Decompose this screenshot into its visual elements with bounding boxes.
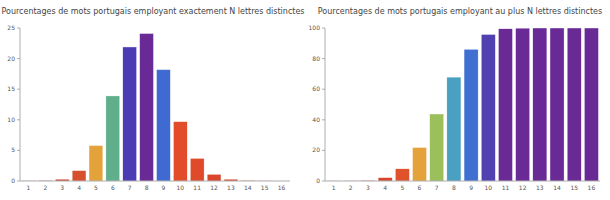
y-tick <box>322 181 325 182</box>
bar <box>412 147 426 181</box>
x-tick-label: 15 <box>570 184 578 191</box>
y-tick-label: 0 <box>11 177 15 184</box>
bar <box>430 114 444 181</box>
bars <box>22 34 289 181</box>
x-tick-label: 11 <box>502 184 510 191</box>
chart: Pourcentages de mots portugais employant… <box>309 7 603 191</box>
bar <box>567 28 581 181</box>
x-tick-label: 12 <box>519 184 527 191</box>
x-tick-label: 4 <box>77 184 81 191</box>
x-tick-label: 8 <box>145 184 149 191</box>
chart: Pourcentages de mots portugais employant… <box>1 7 304 191</box>
x-tick-label: 16 <box>278 184 286 191</box>
y-tick <box>17 58 20 59</box>
y-tick <box>17 150 20 151</box>
y-tick-label: 10 <box>7 116 15 123</box>
bar <box>395 169 409 181</box>
y-tick-label: 15 <box>7 85 15 92</box>
x-tick-label: 10 <box>484 184 492 191</box>
bar <box>550 28 564 181</box>
x-tick-label: 9 <box>162 184 166 191</box>
bar <box>89 146 103 181</box>
title: Pourcentages de mots portugais employant… <box>1 7 304 16</box>
x-tick-label: 3 <box>366 184 370 191</box>
x-tick-label: 12 <box>210 184 218 191</box>
bar <box>190 158 204 181</box>
y-tick-label: 100 <box>309 24 321 31</box>
x-tick-label: 14 <box>553 184 561 191</box>
x-tick-label: 8 <box>452 184 456 191</box>
x-axis <box>325 181 600 182</box>
x-tick-label: 10 <box>176 184 184 191</box>
x-tick-label: 13 <box>227 184 235 191</box>
bar <box>516 28 530 181</box>
title: Pourcentages de mots portugais employant… <box>318 7 602 16</box>
x-tick-label: 5 <box>400 184 404 191</box>
y-tick-label: 0 <box>316 177 320 184</box>
x-tick-label: 2 <box>43 184 47 191</box>
y-tick-label: 5 <box>11 146 15 153</box>
x-tick-label: 2 <box>349 184 353 191</box>
y-tick-label: 60 <box>312 85 320 92</box>
y-tick <box>322 58 325 59</box>
y-axis <box>325 28 326 181</box>
x-tick-label: 3 <box>60 184 64 191</box>
x-tick-label: 7 <box>128 184 132 191</box>
x-tick-label: 11 <box>193 184 201 191</box>
bars <box>327 28 599 181</box>
y-tick <box>322 28 325 29</box>
y-tick-label: 25 <box>7 24 15 31</box>
x-axis <box>20 181 290 182</box>
bar <box>378 178 392 181</box>
bar <box>157 70 171 181</box>
y-tick-label: 40 <box>312 116 320 123</box>
bar <box>207 174 221 181</box>
x-tick-label: 16 <box>588 184 596 191</box>
x-tick-label: 4 <box>383 184 387 191</box>
y-tick <box>322 150 325 151</box>
bar <box>447 77 461 181</box>
x-tick-label: 15 <box>261 184 269 191</box>
bar <box>140 34 154 181</box>
x-tick-label: 14 <box>244 184 252 191</box>
x-tick-label: 9 <box>469 184 473 191</box>
bar <box>481 34 495 181</box>
y-tick-label: 20 <box>7 55 15 62</box>
bar <box>106 96 120 181</box>
y-tick <box>322 119 325 120</box>
x-tick-label: 6 <box>111 184 115 191</box>
bar <box>123 47 137 181</box>
y-tick <box>17 28 20 29</box>
y-tick <box>322 89 325 90</box>
bar <box>533 28 547 181</box>
bar <box>72 171 86 181</box>
bar <box>584 28 598 181</box>
y-tick-label: 20 <box>312 146 320 153</box>
x-tick-label: 5 <box>94 184 98 191</box>
figure: Pourcentages de mots portugais employant… <box>0 0 610 200</box>
bar <box>464 49 478 181</box>
x-tick-label: 6 <box>418 184 422 191</box>
x-tick-label: 7 <box>435 184 439 191</box>
y-tick-label: 80 <box>312 55 320 62</box>
y-tick <box>17 119 20 120</box>
y-tick <box>17 181 20 182</box>
y-tick <box>17 89 20 90</box>
x-tick-label: 1 <box>27 184 31 191</box>
x-tick-label: 13 <box>536 184 544 191</box>
y-axis <box>20 28 21 181</box>
bar <box>173 122 187 181</box>
bar <box>498 29 512 181</box>
x-tick-label: 1 <box>332 184 336 191</box>
